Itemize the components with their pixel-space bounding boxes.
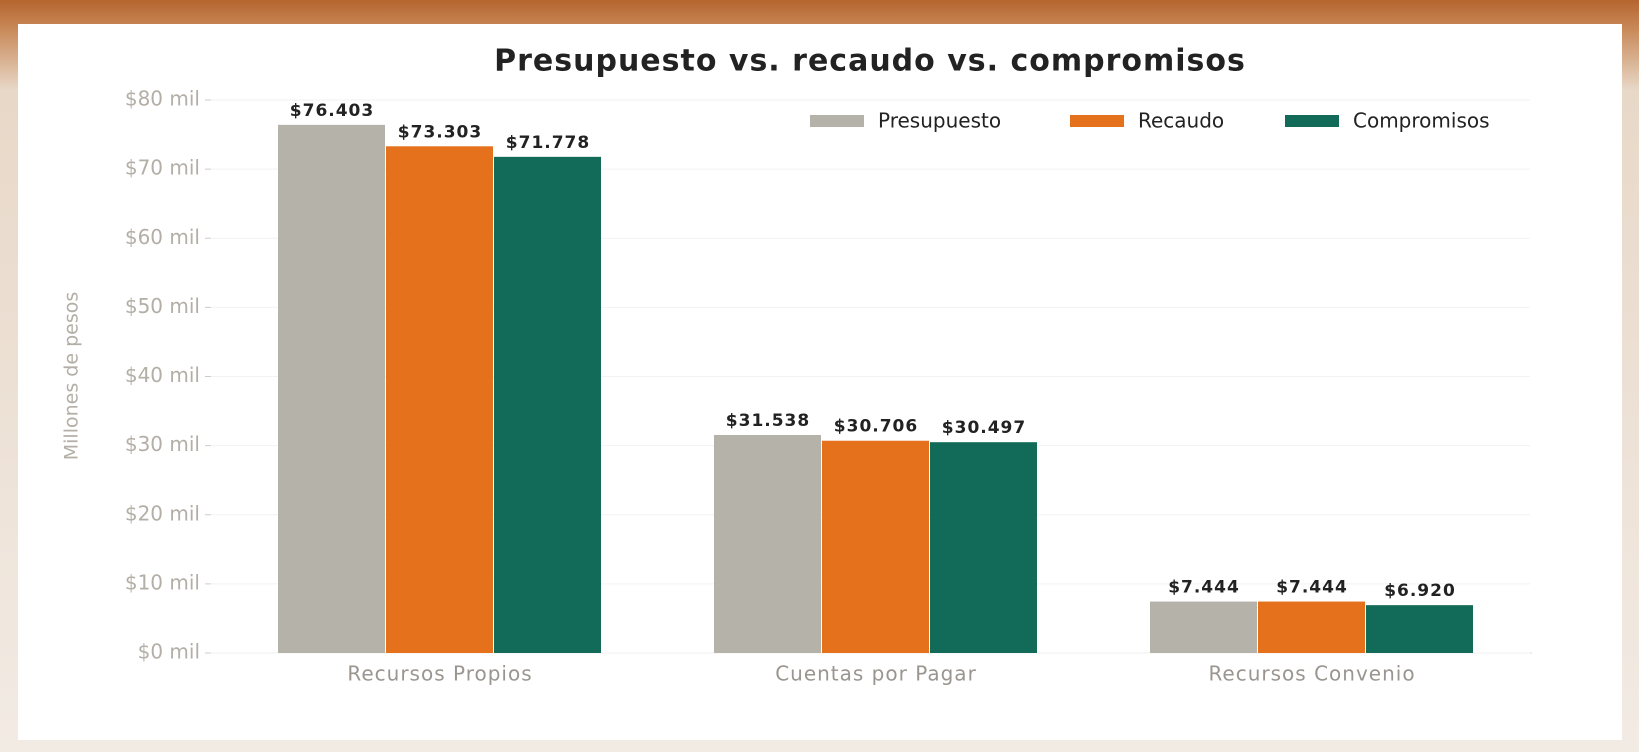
bar (494, 156, 601, 653)
y-tick-label: $60 mil (125, 225, 200, 249)
bar (822, 440, 929, 653)
value-label: $30.497 (942, 418, 1026, 438)
value-label: $73.303 (398, 122, 482, 142)
value-label: $31.538 (726, 411, 810, 431)
x-tick-label: Recursos Convenio (1208, 662, 1415, 686)
y-tick-label: $30 mil (125, 432, 200, 456)
bar (1258, 601, 1365, 653)
legend-swatch (1070, 115, 1124, 127)
legend-swatch (1285, 115, 1339, 127)
value-label: $71.778 (506, 133, 590, 153)
x-tick-label: Recursos Propios (347, 662, 532, 686)
y-tick-label: $70 mil (125, 156, 200, 180)
y-tick-label: $0 mil (138, 640, 200, 664)
value-label: $7.444 (1168, 578, 1240, 598)
x-tick-label: Cuentas por Pagar (775, 662, 977, 686)
y-tick-label: $40 mil (125, 363, 200, 387)
legend-swatch (810, 115, 864, 127)
bar (386, 146, 493, 653)
bar (1150, 601, 1257, 653)
value-label: $30.706 (834, 417, 918, 437)
y-axis-label: Millones de pesos (61, 292, 83, 461)
value-label: $7.444 (1276, 578, 1348, 598)
legend-label: Recaudo (1138, 109, 1224, 133)
chart-title: Presupuesto vs. recaudo vs. compromisos (494, 44, 1246, 79)
value-label: $6.920 (1384, 581, 1456, 601)
bar (278, 124, 385, 654)
legend-label: Presupuesto (878, 109, 1001, 133)
value-label: $76.403 (290, 101, 374, 121)
y-tick-label: $80 mil (125, 87, 200, 111)
y-tick-label: $10 mil (125, 570, 200, 594)
bar (714, 434, 821, 653)
legend-label: Compromisos (1353, 109, 1490, 133)
y-tick-label: $50 mil (125, 294, 200, 318)
bar (930, 442, 1037, 653)
y-tick-label: $20 mil (125, 501, 200, 525)
bar (1366, 605, 1473, 653)
